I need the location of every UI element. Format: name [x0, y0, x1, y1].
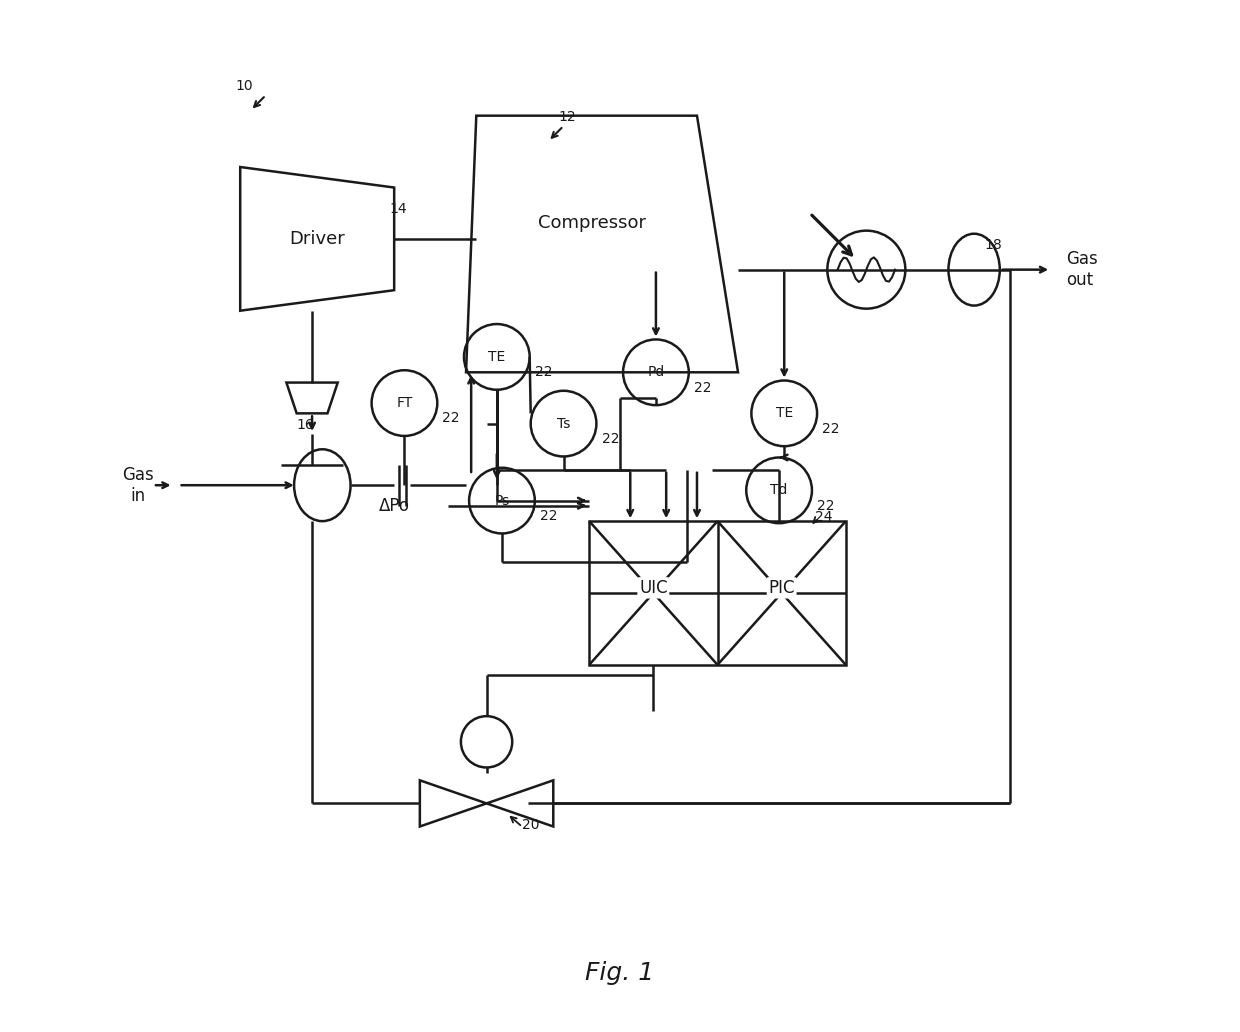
Text: Compressor: Compressor: [538, 215, 646, 232]
Text: 18: 18: [985, 238, 1002, 252]
Text: 22: 22: [817, 498, 835, 513]
Text: 22: 22: [539, 509, 558, 523]
Text: Pd: Pd: [647, 365, 665, 380]
Text: 10: 10: [236, 79, 253, 93]
Text: Ps: Ps: [495, 493, 510, 508]
Text: UIC: UIC: [639, 579, 667, 596]
Bar: [589, 521, 846, 665]
Text: 22: 22: [822, 422, 839, 436]
Text: PIC: PIC: [769, 579, 795, 596]
Text: 22: 22: [443, 412, 460, 425]
Text: ΔPo: ΔPo: [378, 496, 409, 515]
Text: 24: 24: [815, 510, 832, 524]
Text: FT: FT: [397, 396, 413, 410]
Text: 22: 22: [534, 365, 552, 380]
Text: 22: 22: [694, 381, 712, 394]
Text: TE: TE: [775, 407, 792, 420]
Text: Fig. 1: Fig. 1: [585, 961, 655, 985]
Text: 14: 14: [389, 202, 407, 216]
Text: 22: 22: [601, 432, 619, 446]
Text: Driver: Driver: [289, 230, 345, 248]
Text: TE: TE: [489, 350, 506, 364]
Text: 12: 12: [558, 109, 577, 124]
Text: Ts: Ts: [557, 417, 570, 430]
Text: Td: Td: [770, 483, 787, 497]
Text: 16: 16: [296, 418, 315, 431]
Text: 20: 20: [522, 818, 539, 832]
Text: Gas
out: Gas out: [1066, 250, 1099, 289]
Text: Gas
in: Gas in: [122, 465, 154, 505]
